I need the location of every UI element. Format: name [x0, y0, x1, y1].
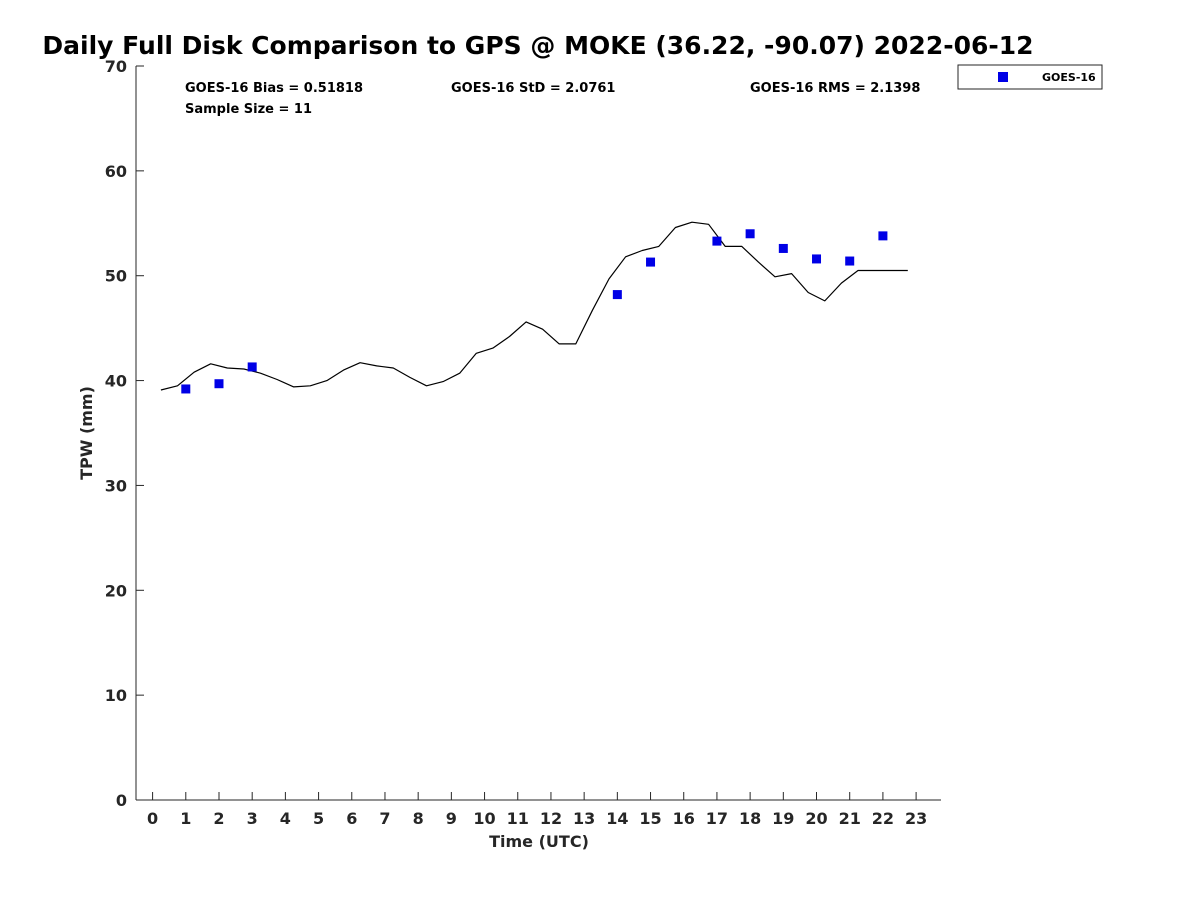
- sample-size-stat: Sample Size = 11: [185, 102, 312, 117]
- y-axis-label: TPW (mm): [77, 386, 96, 480]
- goes16-point: [778, 243, 788, 253]
- legend-box: [957, 64, 1103, 90]
- y-tick-label: 40: [105, 372, 127, 391]
- x-tick-label: 5: [313, 809, 324, 828]
- gps-line: [160, 221, 908, 391]
- y-tick-label: 10: [105, 686, 127, 705]
- x-tick-label: 14: [606, 809, 628, 828]
- goes16-point: [646, 257, 656, 267]
- x-tick-label: 17: [706, 809, 728, 828]
- goes16-point: [214, 379, 224, 389]
- legend: GOES-16: [957, 64, 1103, 90]
- goes16-point: [612, 290, 622, 300]
- x-tick-label: 20: [805, 809, 827, 828]
- y-tick-label: 0: [116, 791, 127, 810]
- x-tick-label: 2: [213, 809, 224, 828]
- bias-stat: GOES-16 Bias = 0.51818: [185, 81, 363, 96]
- x-tick-label: 7: [379, 809, 390, 828]
- series-layer: [160, 221, 908, 394]
- goes16-point: [845, 256, 855, 266]
- x-tick-label: 15: [639, 809, 661, 828]
- x-axis-ticks: 0 1 2 3 4 5 6 7 8 9 10 11 12 13 14 15 16 17 18 19 20 21 22 23: [147, 792, 927, 828]
- plot-frame: [135, 66, 941, 801]
- goes16-point: [712, 236, 722, 246]
- goes16-point: [247, 362, 257, 372]
- x-tick-label: 21: [839, 809, 861, 828]
- x-tick-label: 12: [540, 809, 562, 828]
- x-tick-label: 23: [905, 809, 927, 828]
- x-tick-label: 18: [739, 809, 761, 828]
- chart-title: Daily Full Disk Comparison to GPS @ MOKE…: [42, 31, 1033, 60]
- x-tick-label: 16: [673, 809, 695, 828]
- x-tick-label: 19: [772, 809, 794, 828]
- legend-label-goes16: GOES-16: [1042, 71, 1096, 84]
- goes16-point: [181, 384, 191, 394]
- y-axis-ticks: 0 10 20 30 40 50 60 70: [105, 57, 144, 810]
- goes16-point: [878, 231, 888, 241]
- goes16-point: [745, 229, 755, 239]
- legend-marker-goes16: [998, 72, 1008, 82]
- x-tick-label: 0: [147, 809, 158, 828]
- x-tick-label: 6: [346, 809, 357, 828]
- y-tick-label: 50: [105, 267, 127, 286]
- x-tick-label: 13: [573, 809, 595, 828]
- x-axis-label: Time (UTC): [489, 832, 589, 851]
- std-stat: GOES-16 StD = 2.0761: [451, 81, 615, 96]
- x-tick-label: 4: [280, 809, 291, 828]
- x-tick-label: 9: [446, 809, 457, 828]
- y-tick-label: 20: [105, 581, 127, 600]
- y-tick-label: 30: [105, 476, 127, 495]
- x-tick-label: 3: [247, 809, 258, 828]
- x-tick-label: 22: [872, 809, 894, 828]
- x-tick-label: 10: [473, 809, 495, 828]
- y-tick-label: 70: [105, 57, 127, 76]
- x-tick-label: 11: [507, 809, 529, 828]
- goes16-point: [812, 254, 822, 264]
- rms-stat: GOES-16 RMS = 2.1398: [750, 81, 920, 96]
- y-tick-label: 60: [105, 162, 127, 181]
- x-tick-label: 1: [180, 809, 191, 828]
- x-tick-label: 8: [413, 809, 424, 828]
